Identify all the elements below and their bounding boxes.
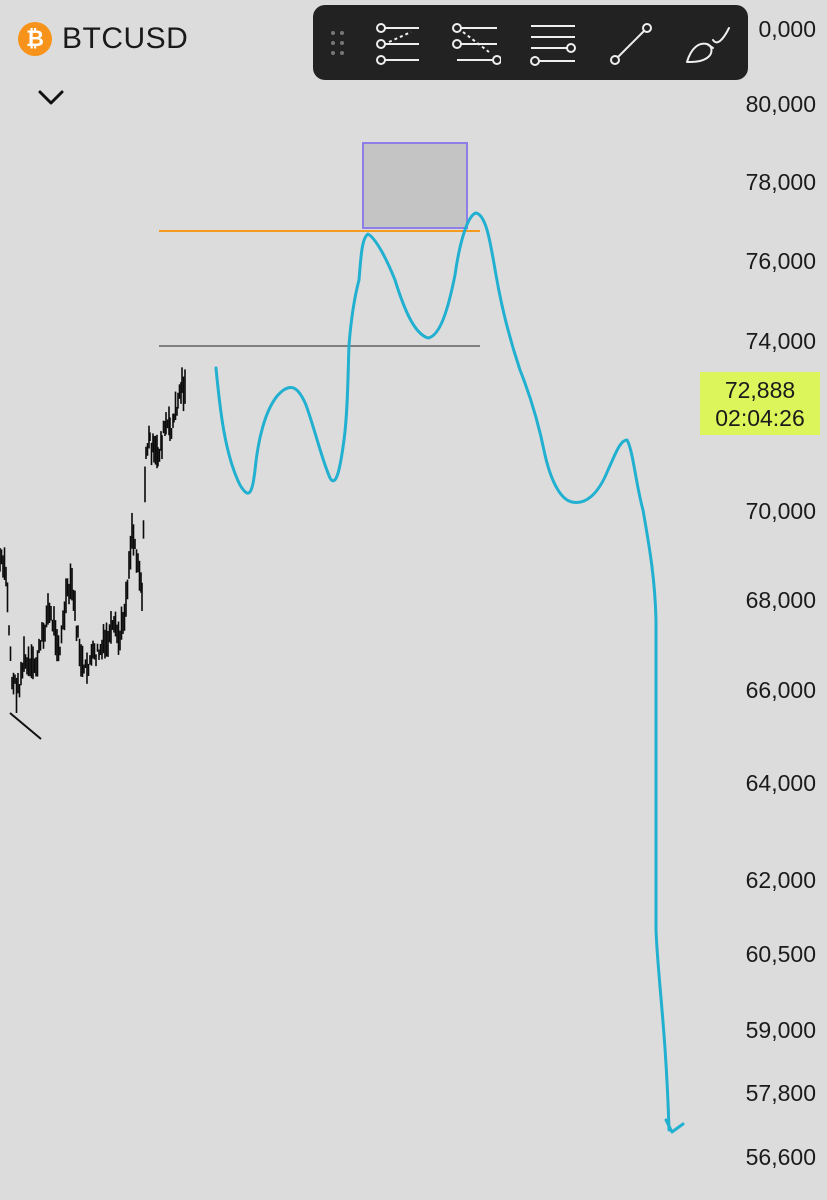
- candlestick-series: [0, 367, 186, 713]
- brush-tool-icon[interactable]: [683, 18, 735, 70]
- price-tick-partial: 0,000: [758, 16, 816, 42]
- price-tick: 56,600: [745, 1144, 816, 1170]
- price-tick: 70,000: [745, 498, 816, 524]
- chevron-down-icon[interactable]: [36, 84, 66, 110]
- pitchfork-tool-icon[interactable]: [449, 18, 501, 70]
- horizontal-lines-tool-icon[interactable]: [527, 18, 579, 70]
- bitcoin-logo-icon: ₿: [18, 22, 52, 56]
- projection-path[interactable]: [214, 211, 671, 1132]
- price-tick: 80,000: [745, 91, 816, 117]
- price-tick: 60,500: [745, 941, 816, 967]
- price-tick: 64,000: [745, 770, 816, 796]
- price-tick: 62,000: [745, 867, 816, 893]
- bar-countdown: 02:04:26: [715, 404, 805, 431]
- price-tick: 74,000: [745, 328, 816, 354]
- trend-line-tool-icon[interactable]: [605, 18, 657, 70]
- target-zone-rectangle[interactable]: [362, 142, 468, 229]
- symbol-header[interactable]: ₿ BTCUSD: [18, 22, 188, 56]
- price-tick: 76,000: [745, 248, 816, 274]
- price-tick: 66,000: [745, 677, 816, 703]
- channel-tool-icon[interactable]: [371, 18, 423, 70]
- price-tick: 59,000: [745, 1017, 816, 1043]
- drawing-toolbar: [313, 5, 748, 80]
- price-tick: 68,000: [745, 587, 816, 613]
- symbol-name: BTCUSD: [62, 22, 189, 55]
- trend-line-drawing[interactable]: [9, 712, 42, 740]
- drag-handle-icon[interactable]: [329, 29, 347, 57]
- projection-arrowhead: [664, 1118, 685, 1134]
- current-price-label: 72,888 02:04:26: [700, 372, 820, 435]
- price-tick: 57,800: [745, 1080, 816, 1106]
- price-tick: 78,000: [745, 169, 816, 195]
- current-price: 72,888: [724, 376, 796, 403]
